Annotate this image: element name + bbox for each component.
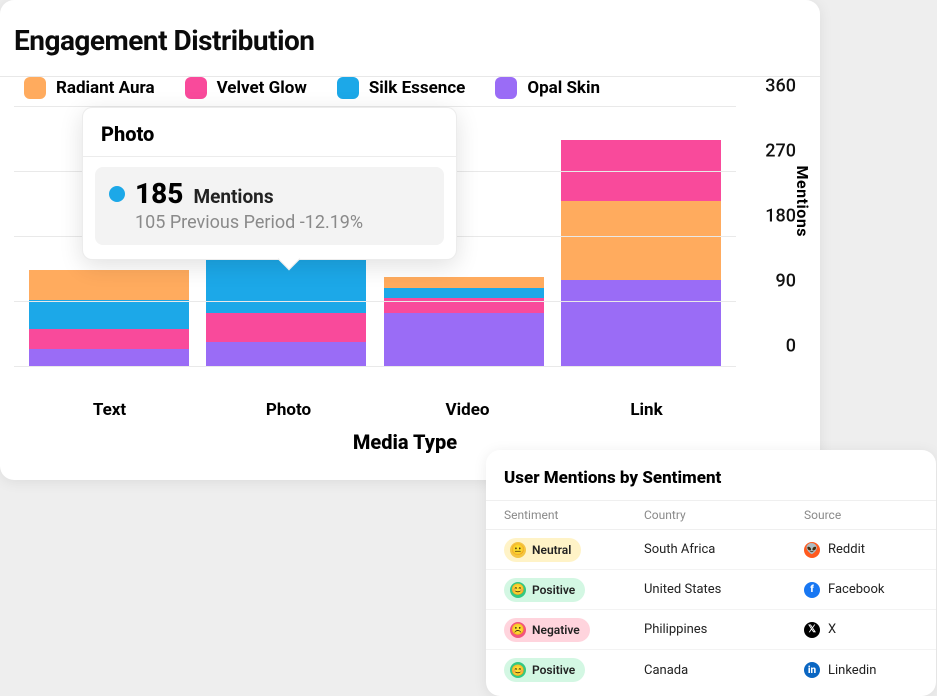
- source-label: Reddit: [828, 542, 865, 557]
- table-row[interactable]: 😊 Positive Canadain Linkedin: [486, 650, 936, 690]
- source-label: Facebook: [828, 582, 884, 597]
- y-tick: 90: [776, 271, 796, 292]
- legend-swatch: [495, 77, 517, 99]
- bar-segment[interactable]: [561, 201, 721, 280]
- bar-group[interactable]: [384, 277, 544, 367]
- y-axis: Mentions 090180270360: [736, 107, 796, 367]
- source-cell: in Linkedin: [804, 662, 937, 678]
- table-header-row: Sentiment Country Source: [486, 500, 936, 530]
- legend-item[interactable]: Opal Skin: [495, 77, 600, 99]
- chart-tooltip: Photo 185 Mentions 105 Previous Period -…: [82, 107, 457, 260]
- country-cell: Canada: [644, 663, 804, 678]
- source-cell: 👽 Reddit: [804, 542, 937, 558]
- col-header-source: Source: [804, 508, 937, 522]
- bar-segment[interactable]: [206, 342, 366, 367]
- table-title: User Mentions by Sentiment: [486, 468, 936, 500]
- legend-swatch: [24, 77, 46, 99]
- y-tick: 180: [765, 206, 796, 227]
- source-cell: 𝕏X: [804, 622, 937, 638]
- table-body: 😐 Neutral South Africa👽 Reddit 😊 Positive Unit…: [486, 530, 936, 690]
- legend-item[interactable]: Radiant Aura: [24, 77, 155, 99]
- tooltip-metric: Mentions: [193, 185, 273, 208]
- legend-swatch: [337, 77, 359, 99]
- sentiment-face-icon: ☹️: [510, 622, 526, 638]
- source-label: X: [828, 622, 836, 637]
- sentiment-label: Positive: [532, 583, 575, 597]
- gridline: [14, 301, 736, 302]
- x-tick-label: Photo: [209, 400, 369, 420]
- tooltip-subtext: 105 Previous Period -12.19%: [109, 212, 430, 233]
- sentiment-face-icon: 😊: [510, 582, 526, 598]
- col-header-country: Country: [644, 508, 804, 522]
- country-cell: Philippines: [644, 622, 804, 637]
- tooltip-value: 185: [135, 177, 183, 210]
- x-axis-labels: Text Photo Video Link: [14, 392, 796, 420]
- legend-item[interactable]: Silk Essence: [337, 77, 466, 99]
- tooltip-body: 185 Mentions 105 Previous Period -12.19%: [95, 167, 444, 245]
- sentiment-label: Positive: [532, 663, 575, 677]
- table-row[interactable]: ☹️ Negative Philippines𝕏X: [486, 610, 936, 650]
- sentiment-badge: 😊 Positive: [504, 658, 585, 682]
- legend-label: Radiant Aura: [56, 78, 155, 98]
- x-tick-label: Video: [388, 400, 548, 420]
- bar-segment[interactable]: [384, 277, 544, 288]
- bar-segment[interactable]: [384, 313, 544, 367]
- legend-label: Velvet Glow: [217, 78, 307, 98]
- legend-label: Silk Essence: [369, 78, 466, 98]
- bar-segment[interactable]: [29, 329, 189, 349]
- sentiment-badge: ☹️ Negative: [504, 618, 590, 642]
- x-tick-label: Text: [30, 400, 190, 420]
- bar-segment[interactable]: [29, 349, 189, 367]
- chart-area: Mentions 090180270360 Photo 185 Mentions…: [14, 107, 796, 392]
- chart-legend: Radiant Aura Velvet Glow Silk Essence Opal …: [14, 77, 796, 99]
- legend-item[interactable]: Velvet Glow: [185, 77, 307, 99]
- x-tick-label: Link: [567, 400, 727, 420]
- sentiment-face-icon: 😊: [510, 662, 526, 678]
- bar-segment[interactable]: [384, 288, 544, 299]
- table-row[interactable]: 😊 Positive United Statesf Facebook: [486, 570, 936, 610]
- tooltip-series-dot: [109, 186, 125, 202]
- source-icon: in: [804, 662, 820, 678]
- chart-title: Engagement Distribution: [14, 24, 796, 57]
- country-cell: South Africa: [644, 542, 804, 557]
- bar-segment[interactable]: [206, 313, 366, 342]
- legend-label: Opal Skin: [527, 78, 600, 98]
- engagement-chart-card: Engagement Distribution Radiant Aura Velv…: [0, 0, 820, 480]
- table-row[interactable]: 😐 Neutral South Africa👽 Reddit: [486, 530, 936, 570]
- tooltip-divider: [83, 156, 456, 157]
- source-icon: f: [804, 582, 820, 598]
- col-header-sentiment: Sentiment: [504, 508, 644, 522]
- country-cell: United States: [644, 582, 804, 597]
- bar-segment[interactable]: [561, 280, 721, 367]
- y-tick: 270: [765, 141, 796, 162]
- bar-group[interactable]: [561, 140, 721, 367]
- source-icon: 👽: [804, 542, 820, 558]
- sentiment-badge: 😐 Neutral: [504, 538, 581, 562]
- source-icon: 𝕏: [804, 622, 820, 638]
- title-divider: [0, 76, 820, 77]
- source-cell: f Facebook: [804, 582, 937, 598]
- sentiment-face-icon: 😐: [510, 542, 526, 558]
- bar-segment[interactable]: [29, 270, 189, 300]
- sentiment-label: Negative: [532, 623, 580, 637]
- sentiment-label: Neutral: [532, 543, 571, 557]
- y-tick: 0: [786, 336, 796, 357]
- sentiment-badge: 😊 Positive: [504, 578, 585, 602]
- tooltip-category: Photo: [83, 108, 456, 156]
- y-tick: 360: [765, 76, 796, 97]
- gridline: [14, 366, 736, 367]
- source-label: Linkedin: [828, 663, 876, 678]
- bar-group[interactable]: [29, 270, 189, 367]
- bar-segment[interactable]: [29, 300, 189, 329]
- legend-swatch: [185, 77, 207, 99]
- mentions-table-card: User Mentions by Sentiment Sentiment Cou…: [486, 450, 936, 696]
